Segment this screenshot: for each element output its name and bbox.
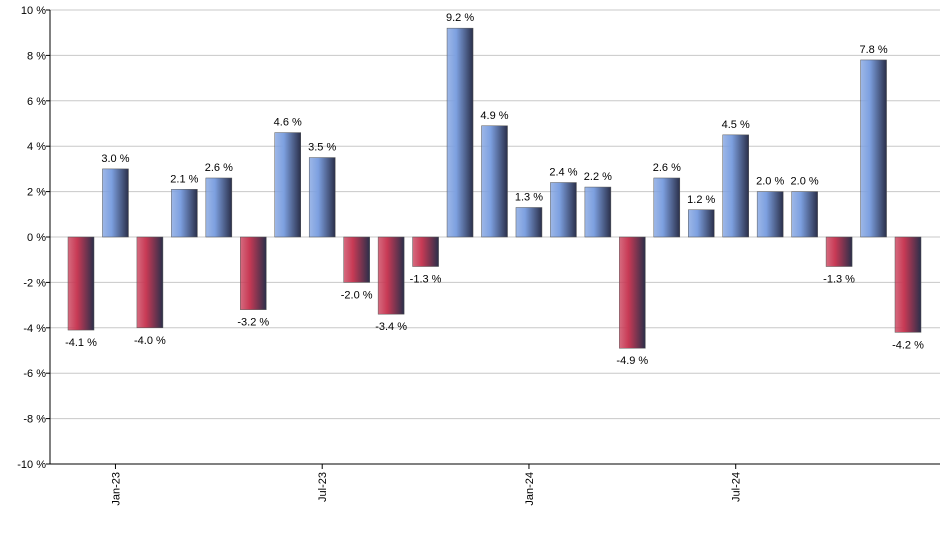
bar: [860, 59, 887, 238]
value-label: -2.0 %: [341, 289, 373, 301]
value-label: -4.2 %: [892, 339, 924, 351]
x-tick-label: Jul-24: [731, 472, 743, 502]
bar: [274, 132, 301, 238]
value-label: -1.3 %: [410, 274, 442, 286]
y-tick-label: -6 %: [23, 368, 46, 380]
value-label: 4.9 %: [480, 110, 508, 122]
bar: [308, 157, 336, 238]
bar: [67, 236, 95, 331]
value-label: -4.9 %: [616, 355, 648, 367]
value-label: 2.2 %: [584, 171, 612, 183]
value-label: -1.3 %: [823, 274, 855, 286]
value-label: -4.0 %: [134, 335, 166, 347]
bar: [550, 182, 577, 238]
value-label: 1.3 %: [515, 191, 543, 203]
bar: [688, 209, 715, 238]
value-label: 4.5 %: [722, 119, 750, 131]
bar: [446, 27, 474, 238]
value-label: -4.1 %: [65, 337, 97, 349]
bar: [377, 236, 405, 315]
bar: [102, 168, 129, 238]
bar: [515, 207, 543, 238]
value-label: -3.4 %: [375, 321, 407, 333]
value-label: 2.4 %: [549, 167, 577, 179]
bar: [825, 236, 853, 267]
y-tick-label: 8 %: [27, 50, 46, 62]
value-label: 2.1 %: [170, 173, 198, 185]
value-label: 1.2 %: [687, 194, 715, 206]
bar: [619, 236, 646, 349]
bar: [894, 236, 922, 333]
value-label: 2.6 %: [653, 162, 681, 174]
value-label: 3.5 %: [308, 142, 336, 154]
y-tick-label: 4 %: [27, 141, 46, 153]
y-tick-label: 10 %: [21, 5, 46, 17]
y-tick-label: -2 %: [23, 277, 46, 289]
y-tick-label: -8 %: [23, 414, 46, 426]
bar: [722, 134, 749, 238]
value-label: 4.6 %: [274, 117, 302, 129]
y-tick-label: 0 %: [27, 232, 46, 244]
bar: [240, 236, 267, 310]
bar: [756, 191, 784, 238]
bar: [791, 191, 818, 238]
bar: [171, 189, 198, 238]
value-label: 2.6 %: [205, 162, 233, 174]
value-label: 2.0 %: [791, 176, 819, 188]
y-tick-label: 6 %: [27, 96, 46, 108]
bar: [653, 177, 681, 238]
y-tick-label: -4 %: [23, 323, 46, 335]
value-label: 3.0 %: [101, 153, 129, 165]
x-tick-label: Jan-24: [524, 472, 536, 506]
value-label: 7.8 %: [859, 44, 887, 56]
value-label: -3.2 %: [237, 317, 269, 329]
bar: [343, 236, 370, 283]
x-tick-label: Jan-23: [110, 472, 122, 506]
y-tick-label: -10 %: [17, 459, 46, 471]
bar: [412, 236, 439, 267]
value-label: 2.0 %: [756, 176, 784, 188]
y-tick-label: 2 %: [27, 187, 46, 199]
x-tick-label: Jul-23: [317, 472, 329, 502]
bar: [584, 186, 612, 238]
bar: [205, 177, 233, 238]
value-label: 9.2 %: [446, 12, 474, 24]
bar: [481, 125, 508, 238]
bar: [136, 236, 164, 329]
